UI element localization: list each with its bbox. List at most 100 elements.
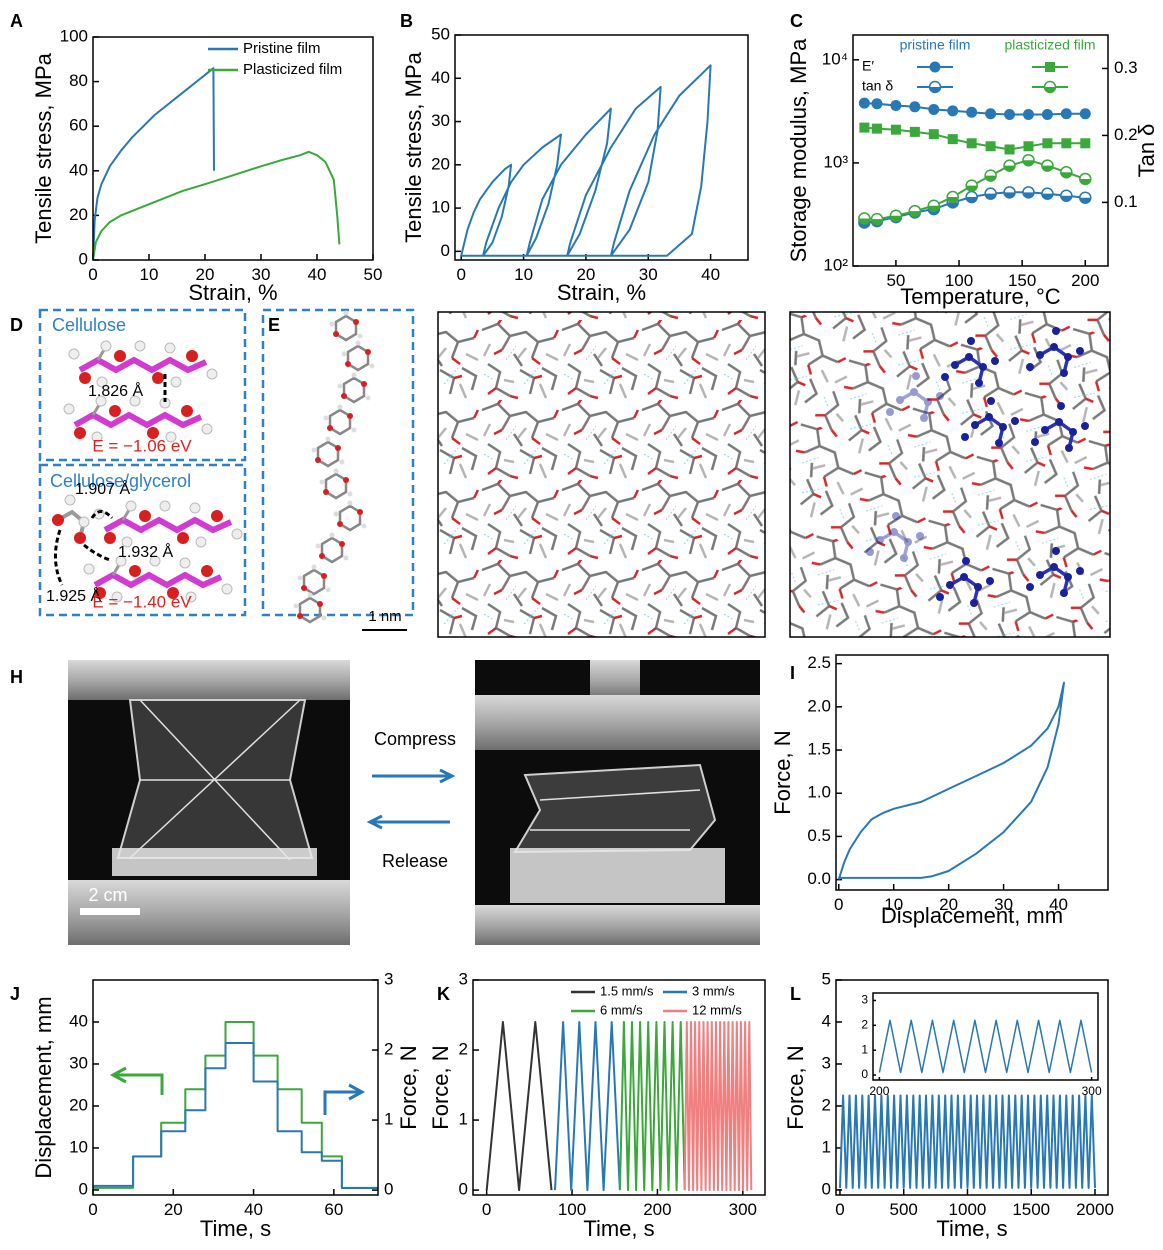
marker xyxy=(890,100,902,112)
x-tick-label: 1500 xyxy=(1012,1200,1050,1219)
marker xyxy=(1022,108,1034,120)
y-tick-label: 1 xyxy=(861,1042,868,1056)
marker-half xyxy=(966,197,978,203)
marker xyxy=(1022,153,1035,167)
y2-tick-label: 0.2 xyxy=(1114,125,1138,144)
x-tick-label: 100 xyxy=(945,271,973,290)
y-tick-label: 3 xyxy=(861,993,868,1007)
series-line xyxy=(93,1042,378,1189)
y2-tick-label: 2 xyxy=(384,1040,393,1059)
y2-tick-label: 1 xyxy=(384,1110,393,1129)
y-tick-label: 50 xyxy=(431,24,450,43)
y-tick-label: 3 xyxy=(822,1053,831,1072)
marker xyxy=(871,98,883,110)
x-tick-label: 0 xyxy=(482,1200,491,1219)
y-tick-label: 4 xyxy=(822,1011,831,1030)
inset-background xyxy=(873,993,1098,1080)
marker xyxy=(1022,186,1035,199)
x-tick-label: 40 xyxy=(308,265,327,284)
bond-distance: 1.907 Å xyxy=(75,479,130,498)
x-tick-label: 0 xyxy=(834,895,843,914)
marker-half xyxy=(947,202,959,208)
dashed-box xyxy=(261,308,415,617)
marker-half xyxy=(1044,87,1056,93)
y-axis-label: Force, N xyxy=(783,1045,808,1129)
box-title: Cellulose xyxy=(52,315,126,335)
marker xyxy=(1061,138,1072,149)
y-tick-label: 0.5 xyxy=(807,826,831,845)
marker-half xyxy=(890,215,902,222)
panel-label: J xyxy=(10,984,20,1004)
y-axis-label: Tensile stress, MPa xyxy=(401,51,426,242)
x-tick-label: 0 xyxy=(835,1200,844,1219)
legend-label: 6 mm/s xyxy=(600,1002,643,1017)
marker-half xyxy=(1079,197,1091,204)
dashed-box xyxy=(38,463,247,617)
axis-arrow xyxy=(109,1066,164,1095)
panel-label: A xyxy=(10,11,23,31)
y-tick-label: 1.5 xyxy=(807,740,831,759)
dashed-box xyxy=(38,308,247,462)
marker xyxy=(870,212,884,226)
series-line xyxy=(554,1021,621,1192)
marker-half xyxy=(1060,172,1072,178)
series-line xyxy=(93,1021,378,1189)
marker xyxy=(965,190,978,204)
marker xyxy=(1023,141,1034,152)
bond-distance: 1.826 Å xyxy=(88,381,143,400)
y-tick-label: 60 xyxy=(69,116,88,135)
action-label: Compress xyxy=(374,729,456,749)
y-tick-label: 0 xyxy=(79,249,88,268)
x-tick-label: 0 xyxy=(88,1200,97,1219)
y-tick-label: 10 xyxy=(431,198,450,217)
series-line xyxy=(878,1019,1093,1074)
y2-tick-label: 3 xyxy=(384,969,393,988)
marker xyxy=(858,212,871,225)
y-tick-label: 100 xyxy=(60,26,88,45)
marker xyxy=(1041,187,1054,200)
panel-label: K xyxy=(437,984,450,1004)
panel-label: I xyxy=(790,663,795,683)
marker-half xyxy=(858,218,870,224)
marker xyxy=(909,126,920,137)
x-tick-label: 10 xyxy=(884,895,903,914)
bond-distance: 1.932 Å xyxy=(118,542,173,561)
x-tick-label: 0 xyxy=(456,265,465,284)
y-axis-label: Force, N xyxy=(770,730,795,814)
x-axis-label: Strain, % xyxy=(188,280,277,305)
y-tick-label: 0 xyxy=(459,1180,468,1199)
y-tick-label: 1 xyxy=(822,1137,831,1156)
legend-marker xyxy=(929,61,941,73)
y-tick-label: 1 xyxy=(459,1110,468,1129)
legend-row-label: tan δ xyxy=(862,78,893,94)
x-tick-label: 200 xyxy=(869,1084,889,1098)
x-tick-label: 20 xyxy=(576,265,595,284)
legend-label: 12 mm/s xyxy=(692,1002,742,1017)
cellulose-chain xyxy=(64,396,212,442)
marker xyxy=(965,179,978,192)
y-tick-label: 0 xyxy=(822,1179,831,1198)
axes-frame xyxy=(835,979,1109,1196)
y-tick-label: 40 xyxy=(69,160,88,179)
y-tick-label: 10⁴ xyxy=(822,49,848,68)
x-tick-label: 20 xyxy=(939,895,958,914)
x-tick-label: 30 xyxy=(252,265,271,284)
marker xyxy=(909,101,921,113)
binding-energy: E = −1.40 eV xyxy=(92,592,192,611)
marker xyxy=(1004,108,1016,120)
marker xyxy=(1079,108,1091,120)
x-tick-label: 50 xyxy=(364,265,383,284)
y-tick-label: 1.0 xyxy=(807,783,831,802)
axis-arrow xyxy=(323,1083,366,1115)
marker xyxy=(1041,108,1053,120)
marker xyxy=(890,124,901,135)
series-line xyxy=(485,1021,553,1192)
series-line xyxy=(839,1094,1096,1189)
y-axis-label: Tensile stress, MPa xyxy=(31,52,56,243)
marker xyxy=(1003,186,1016,199)
x-tick-label: 50 xyxy=(886,271,905,290)
marker xyxy=(947,134,958,145)
glycerol-molecule xyxy=(52,494,90,544)
marker xyxy=(928,129,939,140)
legend-marker xyxy=(1043,80,1057,94)
